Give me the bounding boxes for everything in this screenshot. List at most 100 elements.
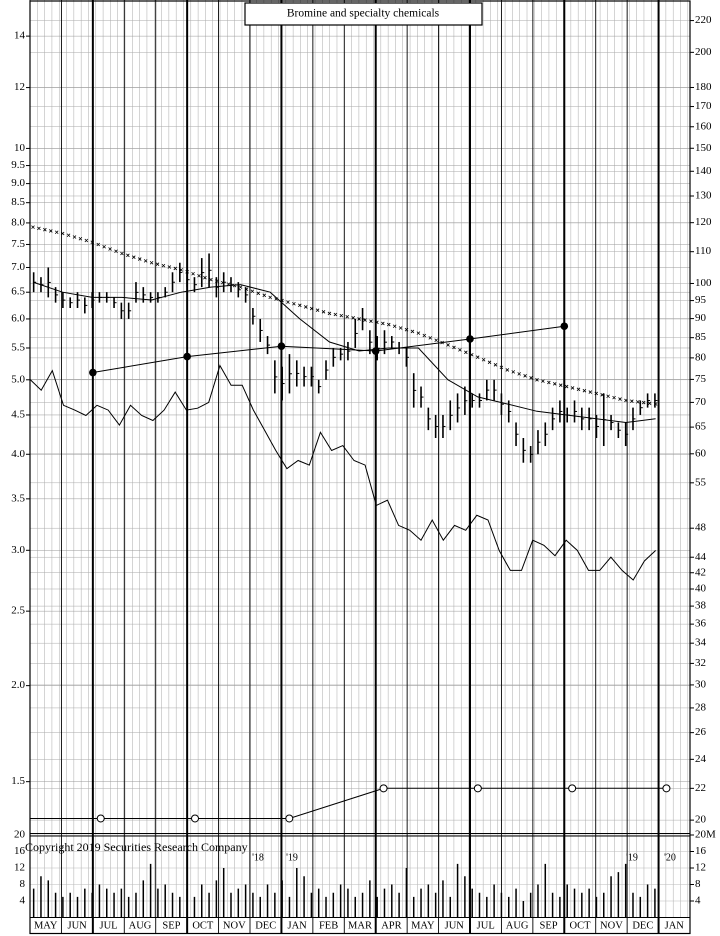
average-marker: [416, 331, 421, 335]
average-marker: [392, 324, 397, 329]
average-marker: [321, 310, 326, 314]
dividend-dot: [191, 814, 199, 823]
y-tick-label: 14: [14, 30, 26, 42]
average-marker: [185, 270, 189, 274]
average-marker: [298, 303, 302, 308]
average-marker: [547, 380, 551, 385]
frame: [29, 0, 691, 935]
average-marker: [209, 277, 213, 282]
average-marker: [588, 390, 593, 394]
average-marker: [161, 263, 166, 268]
y-tick-label: 8.5: [11, 196, 25, 208]
earnings-dot: [560, 322, 569, 331]
y2-tick-label: 90: [695, 312, 707, 324]
y-tick-label: 6.5: [11, 286, 25, 298]
average-marker: [624, 398, 628, 403]
average-marker: [505, 368, 510, 372]
average-marker: [78, 236, 83, 241]
average-marker: [487, 360, 492, 365]
x-tick-label: SEP: [162, 920, 180, 931]
average-marker: [191, 271, 195, 276]
y2-tick-label: 24: [695, 753, 707, 765]
x-tick-label: DEC: [632, 920, 653, 931]
y2-tick-label: 170: [695, 100, 712, 112]
average-marker: [126, 253, 130, 258]
average-marker: [369, 319, 373, 323]
average-marker: [612, 395, 616, 400]
average-marker: [576, 387, 581, 392]
average-marker: [636, 400, 640, 404]
y-tick-label: 10: [14, 142, 26, 154]
annotation: Copyright 2019 Securities Research Compa…: [25, 840, 248, 854]
y2-tick-label: 20: [695, 814, 707, 826]
volume-tick-label: 4: [20, 895, 26, 907]
average-marker: [280, 298, 284, 303]
y2-tick-label: 160: [695, 120, 712, 132]
dividend-dot: [379, 784, 388, 793]
y-tick-label: 7.0: [11, 261, 25, 273]
volume-tick-label: 8: [20, 878, 26, 890]
y-tick-label: 3.0: [11, 544, 25, 556]
average-marker: [120, 251, 124, 256]
x-tick-label: AUG: [506, 920, 529, 931]
x-tick-label: JUN: [445, 920, 465, 931]
annotation: '19: [626, 852, 638, 863]
y-tick-label: 5.5: [11, 342, 25, 354]
volume-tick-label: 16: [695, 845, 707, 857]
average-marker: [464, 350, 468, 355]
average-marker: [43, 227, 47, 232]
x-tick-label: OCT: [192, 920, 214, 931]
y2-tick-label: 26: [695, 726, 707, 738]
average-marker: [256, 291, 261, 296]
y2-tick-label: 65: [695, 421, 707, 433]
average-marker: [630, 399, 634, 403]
x-tick-label: MAR: [348, 920, 372, 931]
x-tick-label: SEP: [540, 920, 558, 931]
relative-strength-line: [29, 364, 656, 581]
y-tick-label: 3.5: [11, 492, 25, 504]
y2-tick-label: 32: [695, 657, 706, 669]
dividend-dot: [662, 784, 671, 793]
earnings-dot: [371, 347, 380, 355]
x-tick-label: OCT: [570, 920, 592, 931]
y-tick-label: 8.0: [11, 216, 25, 228]
x-tick-label: AUG: [129, 920, 152, 931]
volume-tick-label: 16: [14, 845, 26, 857]
average-marker: [594, 391, 599, 396]
average-marker: [351, 316, 355, 320]
average-marker: [529, 376, 533, 380]
y2-tick-label: 30: [695, 678, 707, 690]
average-marker: [232, 283, 237, 288]
average-marker: [132, 255, 136, 259]
y-tick-label: 4.0: [11, 448, 25, 460]
dividend-dot: [285, 814, 294, 823]
average-marker: [268, 295, 272, 300]
average-marker: [535, 378, 539, 382]
average-marker: [469, 352, 474, 357]
average-marker: [357, 317, 361, 321]
x-tick-label: NOV: [600, 920, 623, 931]
x-tick-label: DEC: [255, 920, 276, 931]
average-marker: [37, 226, 41, 231]
average-marker: [481, 357, 486, 362]
y2-tick-label: 200: [695, 46, 712, 58]
average-marker: [618, 397, 622, 401]
average-marker: [434, 338, 438, 343]
average-marker: [333, 312, 338, 317]
y2-tick-label: 110: [695, 245, 712, 257]
average-marker: [570, 386, 575, 390]
average-marker: [475, 355, 480, 359]
earnings-dot: [183, 352, 191, 361]
average-marker: [511, 370, 516, 374]
average-marker: [345, 314, 350, 319]
y2-tick-label: 48: [695, 522, 707, 534]
average-marker: [66, 233, 71, 238]
y2-tick-label: 60: [695, 447, 707, 459]
y2-tick-label: 22: [695, 782, 706, 794]
average-marker: [452, 345, 456, 350]
average-marker: [90, 240, 95, 245]
average-marker: [197, 273, 201, 278]
volume-tick-label: 4: [695, 895, 701, 907]
average-marker: [102, 244, 106, 249]
